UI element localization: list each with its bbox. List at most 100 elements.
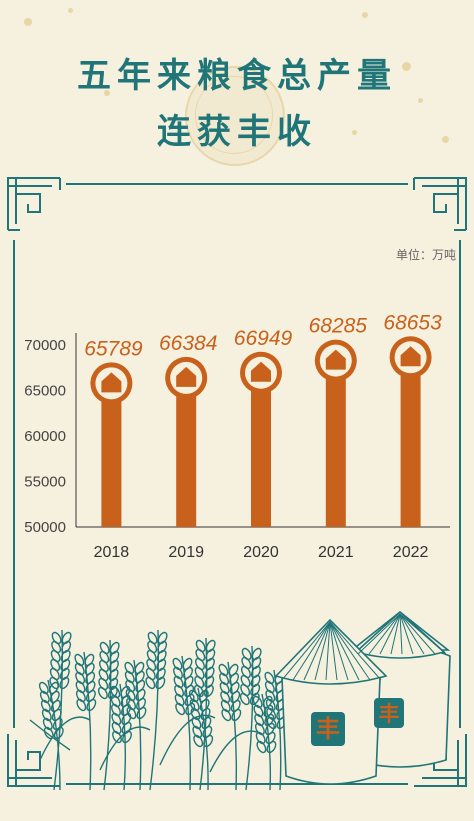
- wheat-grain: [97, 686, 108, 700]
- wheat-grain: [195, 657, 205, 671]
- wheat-grain: [122, 730, 132, 744]
- wheat-grain: [60, 649, 71, 663]
- wheat-grain: [256, 740, 267, 754]
- wheat-grain: [99, 641, 110, 655]
- wheat-grain: [50, 649, 61, 663]
- roof-thatch-line: [368, 613, 401, 655]
- wheat-stalk: [133, 659, 142, 791]
- bar-value-label: 66949: [234, 327, 293, 350]
- wheat-grain: [111, 703, 121, 717]
- wheat-grain: [199, 698, 210, 712]
- roof-thatch-line: [399, 613, 447, 655]
- wheat-grain: [74, 653, 85, 667]
- wheat-grain: [99, 650, 110, 664]
- wheat-grain: [146, 658, 157, 672]
- wheat-grain: [136, 706, 147, 720]
- wheat-stalk: [47, 679, 61, 791]
- wheat-grain: [194, 666, 205, 680]
- roof-thatch-line: [281, 621, 331, 681]
- wheat-grain: [205, 657, 215, 671]
- wheat-grain: [121, 712, 132, 726]
- wheat-grain: [264, 680, 275, 694]
- wheat-grain: [120, 685, 131, 699]
- wheat-grain: [85, 680, 96, 694]
- wheat-grain: [229, 672, 240, 686]
- granary-mini-icon: [101, 372, 122, 393]
- wheat-grain: [193, 734, 204, 748]
- bar: [176, 377, 197, 527]
- wheat-grain: [250, 665, 261, 679]
- wheat-grain: [50, 658, 61, 672]
- wheat-grain: [40, 699, 51, 713]
- wheat-grain: [75, 671, 86, 685]
- wheat-grain: [173, 666, 183, 680]
- wheat-grain: [155, 667, 166, 681]
- wheat-grain: [241, 656, 252, 670]
- wheat-grain: [120, 694, 131, 708]
- wheat-stalk: [181, 655, 192, 791]
- roof-thatch-line: [329, 621, 382, 681]
- granary-mini-icon: [325, 349, 346, 370]
- wheat-grain: [111, 721, 122, 735]
- wheat-grain: [241, 647, 252, 661]
- roof-thatch-line: [390, 613, 401, 655]
- bar: [400, 357, 421, 527]
- bar: [325, 360, 346, 527]
- wheat-grain: [51, 708, 62, 722]
- wheat-grain: [192, 725, 203, 739]
- wheat-grain: [41, 708, 52, 722]
- wheat-grain: [145, 667, 156, 681]
- wheat-grain: [265, 731, 276, 745]
- x-tick-label: 2022: [393, 544, 429, 561]
- wheat-grain: [220, 690, 231, 704]
- wheat-grain: [59, 667, 70, 681]
- wheat-grain: [50, 699, 61, 713]
- wheat-leaf: [159, 714, 216, 766]
- wheat-grain: [147, 640, 158, 654]
- wheat-leaf: [99, 726, 151, 771]
- wheat-grain: [124, 670, 135, 684]
- wheat-grain: [125, 688, 136, 702]
- wheat-grain: [251, 647, 262, 661]
- x-tick-label: 2021: [318, 544, 354, 561]
- y-tick-label: 55000: [24, 474, 66, 491]
- wheat-grain: [124, 661, 135, 675]
- roof-thatch-line: [399, 613, 414, 655]
- wheat-grain: [52, 717, 63, 731]
- wheat-grain: [249, 692, 260, 706]
- wheat-grain: [86, 698, 97, 712]
- wheat-grain: [51, 631, 62, 645]
- decor-dot: [104, 90, 110, 96]
- wheat-grain: [85, 689, 96, 703]
- wheat-grain: [250, 674, 261, 688]
- decor-dot: [418, 98, 423, 103]
- wheat-grain: [135, 679, 146, 693]
- wheat-stalk: [273, 669, 282, 791]
- wheat-grain: [108, 677, 119, 691]
- wheat-grain: [61, 631, 72, 645]
- granary-mini-icon: [251, 361, 271, 382]
- wheat-grain: [157, 631, 168, 645]
- roof-thatch-line: [325, 621, 331, 681]
- wheat-grain: [174, 693, 185, 707]
- granary-badge: [311, 712, 345, 746]
- wheat-grain: [84, 653, 95, 667]
- roof-thatch-line: [314, 621, 331, 681]
- roof-thatch-line: [329, 621, 349, 681]
- wheat-grain: [147, 631, 158, 645]
- wheat-grain: [230, 699, 241, 713]
- wheat-grain: [198, 689, 209, 703]
- wheat-grain: [155, 676, 166, 690]
- bar-value-label: 68285: [309, 315, 368, 338]
- roof-thatch-line: [399, 613, 425, 655]
- y-tick-label: 60000: [24, 428, 66, 445]
- bar: [101, 383, 122, 527]
- wheat-grain: [205, 648, 216, 662]
- wheat-grain: [75, 680, 86, 694]
- granary-badge: [374, 698, 404, 728]
- wheat-grain: [42, 717, 53, 731]
- wheat-grain: [183, 675, 194, 689]
- wheat-grain: [182, 657, 193, 671]
- wheat-grain: [228, 663, 239, 677]
